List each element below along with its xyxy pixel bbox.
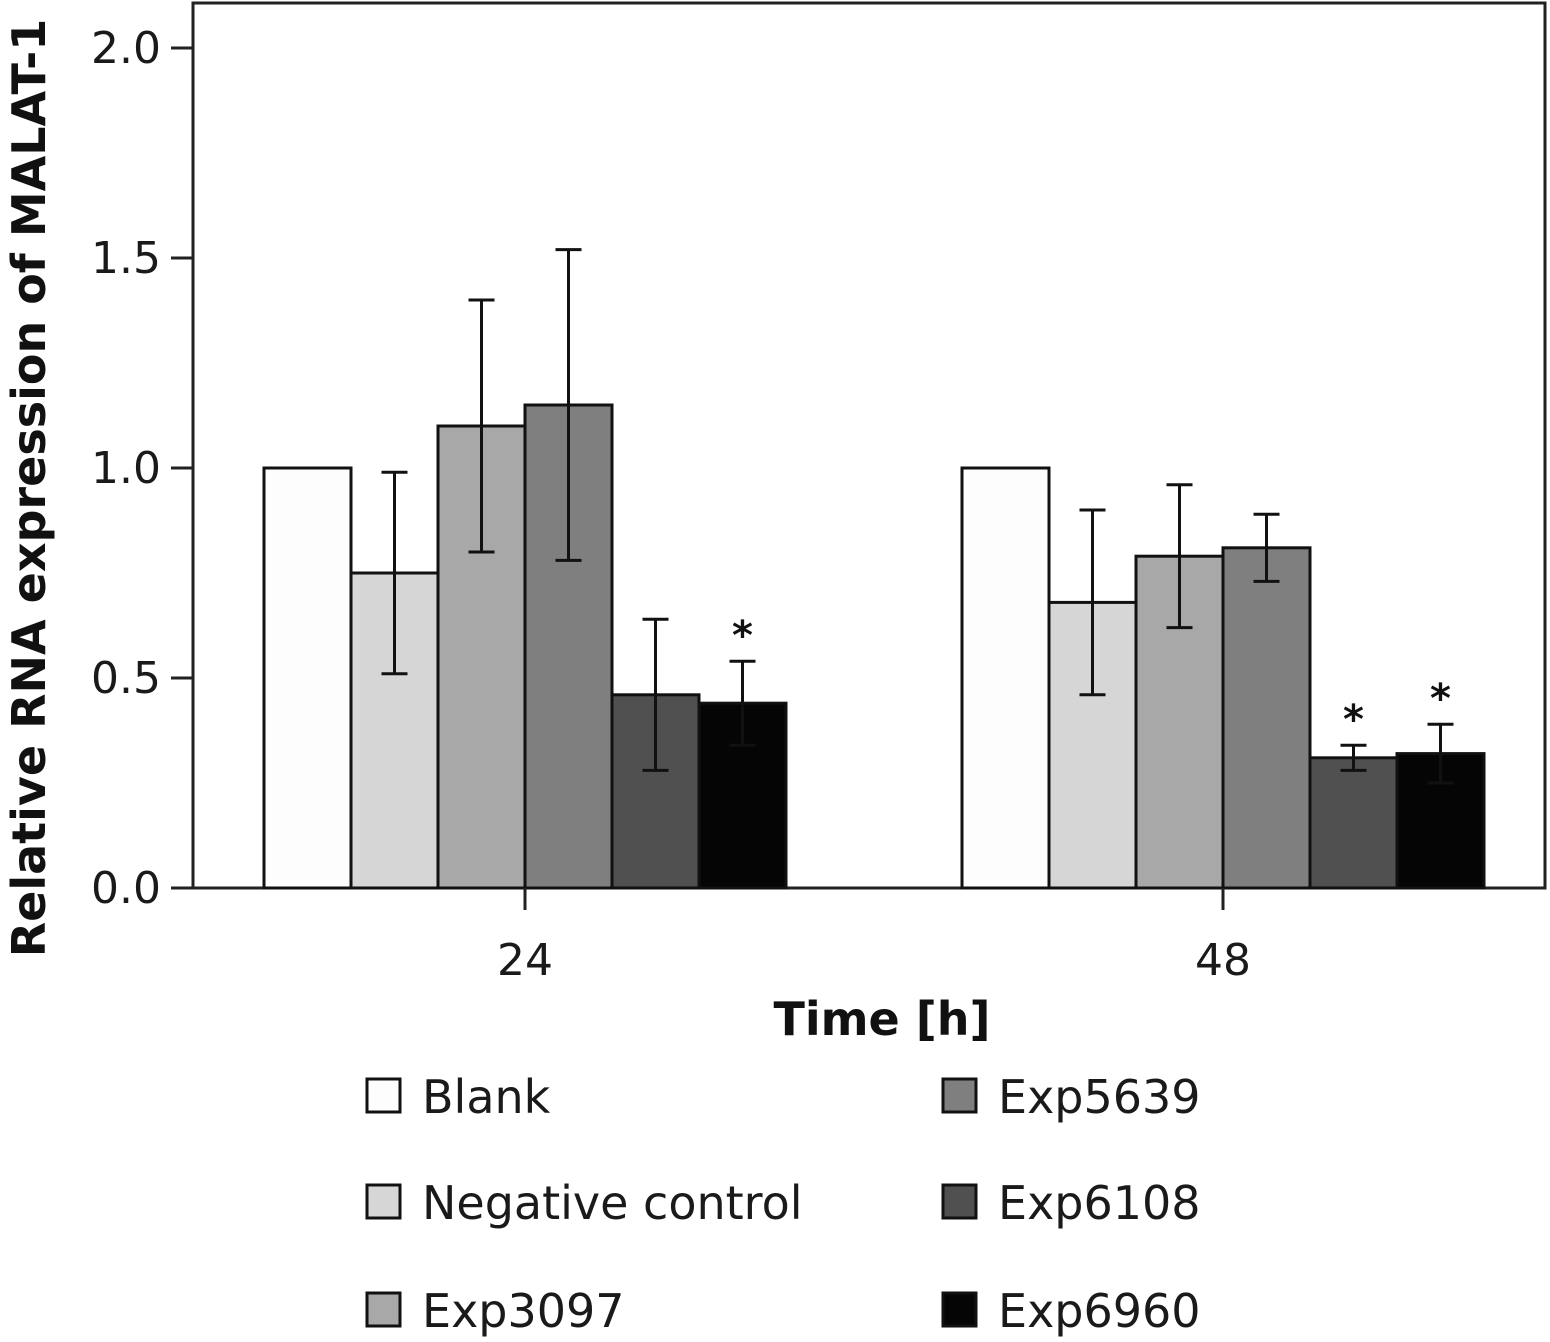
error-bars: * * * <box>381 248 1454 785</box>
y-tick-label: 1.0 <box>91 443 161 494</box>
significance-marker: * <box>732 613 753 659</box>
y-tick-label: 0.0 <box>91 863 161 914</box>
y-tick-label: 2.0 <box>91 23 161 74</box>
legend-item: Exp5639 <box>941 1070 1201 1124</box>
legend-swatch <box>365 1183 402 1220</box>
legend: Blank Negative control Exp3097 Exp5639 Exp61… <box>365 1070 1201 1338</box>
legend-label: Exp3097 <box>422 1284 625 1338</box>
bars <box>262 403 1486 890</box>
y-axis-title: Relative RNA expression of MALAT-1 <box>2 19 56 958</box>
significance-marker: * <box>1430 676 1451 722</box>
plot-area <box>191 1 1547 890</box>
bar <box>1308 756 1399 890</box>
bar <box>960 466 1051 890</box>
x-tick-label: 24 <box>497 935 553 986</box>
y-tick-label: 0.5 <box>91 653 161 704</box>
x-axis-title: Time [h] <box>773 992 990 1046</box>
legend-item: Exp3097 <box>365 1284 625 1338</box>
bar <box>1221 546 1312 890</box>
legend-swatch <box>941 1291 978 1328</box>
axes: 0.0 0.5 1.0 1.5 2.0 24 48 <box>91 23 1251 986</box>
x-tick-label: 48 <box>1195 935 1251 986</box>
bar <box>697 701 788 890</box>
legend-item: Negative control <box>365 1176 803 1230</box>
legend-swatch <box>941 1183 978 1220</box>
significance-marker: * <box>1343 697 1364 743</box>
legend-label: Blank <box>422 1070 551 1124</box>
bar <box>262 466 353 890</box>
legend-item: Blank <box>365 1070 551 1124</box>
legend-swatch <box>365 1077 402 1114</box>
legend-item: Exp6960 <box>941 1284 1201 1338</box>
legend-swatch <box>941 1077 978 1114</box>
legend-label: Exp5639 <box>998 1070 1201 1124</box>
legend-item: Exp6108 <box>941 1176 1201 1230</box>
legend-label: Exp6108 <box>998 1176 1201 1230</box>
legend-swatch <box>365 1291 402 1328</box>
legend-label: Negative control <box>422 1176 803 1230</box>
plot-frame <box>191 1 1547 890</box>
y-tick-label: 1.5 <box>91 233 161 284</box>
legend-label: Exp6960 <box>998 1284 1201 1338</box>
